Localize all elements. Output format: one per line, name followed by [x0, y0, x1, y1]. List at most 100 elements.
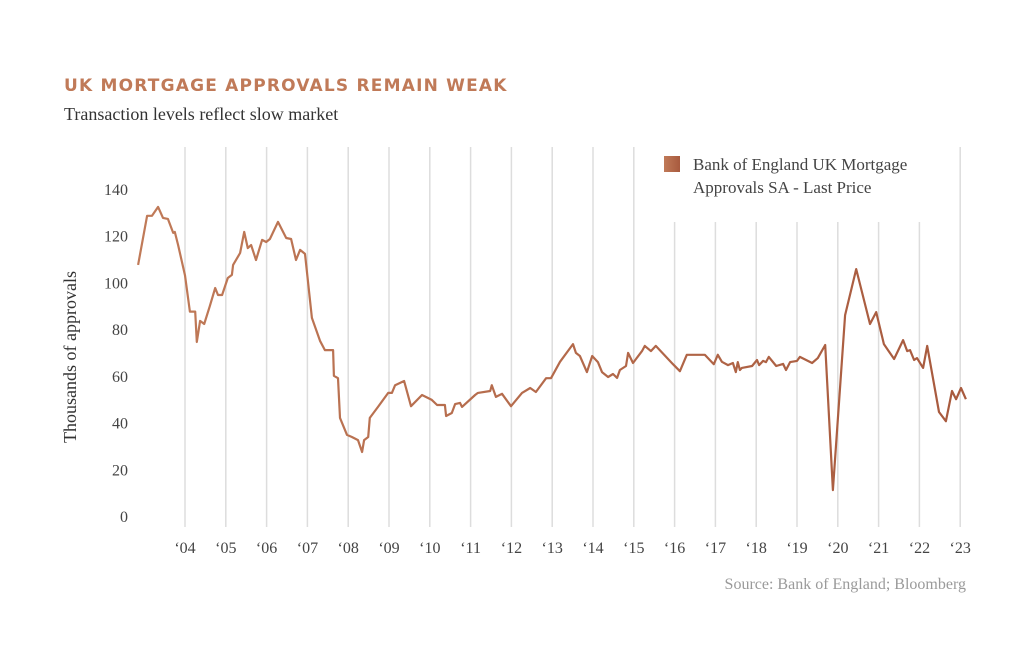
data-point [351, 436, 353, 438]
data-point [644, 345, 646, 347]
data-point [735, 371, 737, 373]
data-point [713, 363, 715, 365]
data-point [203, 323, 205, 325]
y-tick-label-20: 20 [112, 462, 128, 479]
data-point [489, 390, 491, 392]
data-point [357, 439, 359, 441]
data-point [221, 294, 223, 296]
data-point [721, 361, 723, 363]
data-point [151, 215, 153, 217]
data-point [167, 218, 169, 220]
data-point [269, 238, 271, 240]
data-point [727, 364, 729, 366]
data-point [529, 387, 531, 389]
data-point [883, 343, 885, 345]
data-point [255, 259, 257, 261]
data-point [869, 323, 871, 325]
data-point [902, 339, 904, 341]
data-point [916, 357, 918, 359]
data-point [768, 356, 770, 358]
data-point [461, 406, 463, 408]
data-point [612, 373, 614, 375]
data-point [559, 361, 561, 363]
y-tick-label-60: 60 [112, 369, 128, 386]
data-point [951, 390, 953, 392]
data-point [333, 375, 335, 377]
data-point [477, 392, 479, 394]
data-point [704, 354, 706, 356]
data-point [510, 405, 512, 407]
legend-label-line2: Approvals SA - Last Price [693, 178, 871, 197]
data-point [239, 252, 241, 254]
y-tick-label-120: 120 [104, 229, 128, 246]
data-point [227, 277, 229, 279]
data-point [655, 345, 657, 347]
data-point [491, 384, 493, 386]
data-point [162, 217, 164, 219]
data-point [451, 412, 453, 414]
x-tick-label-2004: ‘04 [174, 540, 195, 557]
data-point [965, 398, 967, 400]
data-point [811, 362, 813, 364]
data-point [217, 294, 219, 296]
data-point [756, 359, 758, 361]
data-point [304, 253, 306, 255]
data-point [893, 358, 895, 360]
data-point [137, 264, 139, 266]
data-point [184, 274, 186, 276]
legend-label-line1: Bank of England UK Mortgage [693, 155, 907, 174]
data-point [332, 349, 334, 351]
y-tick-label-100: 100 [104, 275, 128, 292]
data-point [285, 237, 287, 239]
data-point [679, 370, 681, 372]
data-point [906, 350, 908, 352]
data-point [324, 349, 326, 351]
x-tick-label-2017: ‘17 [705, 540, 726, 557]
data-point [741, 367, 743, 369]
data-point [575, 352, 577, 354]
data-point [775, 365, 777, 367]
data-point [214, 287, 216, 289]
gridlines [184, 147, 961, 527]
data-point [789, 361, 791, 363]
data-point [377, 406, 379, 408]
data-point [369, 417, 371, 419]
data-point [295, 259, 297, 261]
data-point [855, 268, 857, 270]
series-group [137, 205, 967, 492]
data-point [737, 361, 739, 363]
data-point [550, 377, 552, 379]
data-point [174, 231, 176, 233]
data-point [817, 357, 819, 359]
x-tick-label-2023: ‘23 [950, 540, 971, 557]
data-point [765, 361, 767, 363]
data-point [591, 355, 593, 357]
data-point [619, 369, 621, 371]
data-point [938, 411, 940, 413]
data-point [572, 343, 574, 345]
x-tick-label-2019: ‘19 [786, 540, 807, 557]
y-tick-label-80: 80 [112, 322, 128, 339]
data-point [319, 340, 321, 342]
data-point [627, 352, 629, 354]
x-tick-label-2018: ‘18 [746, 540, 767, 557]
data-point [960, 387, 962, 389]
data-point [459, 402, 461, 404]
data-point [337, 377, 339, 379]
chart-subtitle: Transaction levels reflect slow market [64, 104, 339, 124]
source-note: Source: Bank of England; Bloomberg [724, 576, 966, 593]
data-point [196, 341, 198, 343]
data-point [785, 369, 787, 371]
x-tick-label-2013: ‘13 [542, 540, 563, 557]
data-point [157, 206, 159, 208]
data-point [586, 371, 588, 373]
y-axis-ticks: 0 20 40 60 80 100 120 140 [104, 182, 128, 526]
data-point [410, 405, 412, 407]
data-point [945, 420, 947, 422]
data-point [290, 238, 292, 240]
x-tick-label-2015: ‘15 [623, 540, 644, 557]
data-point [363, 439, 365, 441]
data-point [209, 305, 211, 307]
x-tick-label-2009: ‘09 [378, 540, 399, 557]
x-tick-label-2021: ‘21 [868, 540, 889, 557]
